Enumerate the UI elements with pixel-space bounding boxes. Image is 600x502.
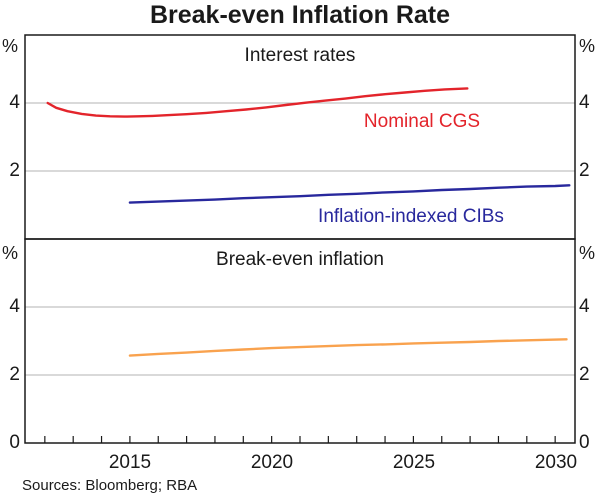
series-label-inflation-indexed-cibs: Inflation-indexed CIBs [318,206,504,227]
chart-title: Break-even Inflation Rate [149,1,451,29]
ytick-bottom-left-2: 2 [9,364,20,385]
ytick-bottom-left-0: 0 [9,432,20,453]
xtick-2020: 2020 [250,452,294,473]
xtick-2025: 2025 [392,452,436,473]
ytick-bottom-right-0: 0 [579,432,590,453]
series-line-nominal-cgs [46,87,469,118]
unit-label-top-right: % [579,36,596,56]
unit-label-bottom-left: % [2,243,19,263]
panel-title-interest-rates: Interest rates [244,45,356,66]
ytick-bottom-left-4: 4 [9,296,20,317]
ytick-bottom-right-2: 2 [579,364,590,385]
unit-label-top-left: % [2,36,19,56]
panel-title-break-even-inflation: Break-even inflation [216,249,384,270]
ytick-top-right-4: 4 [579,92,590,113]
unit-label-bottom-right: % [579,243,596,263]
source-note: Sources: Bloomberg; RBA [22,477,198,494]
ytick-bottom-right-4: 4 [579,296,590,317]
ytick-top-left-2: 2 [9,160,20,181]
series-label-nominal-cgs: Nominal CGS [363,111,481,132]
ytick-top-right-2: 2 [579,160,590,181]
series-line-break-even-inflation [128,338,568,357]
xtick-2030: 2030 [534,452,578,473]
series-line-inflation-indexed-cibs [128,184,571,204]
ytick-top-left-4: 4 [9,92,20,113]
xtick-2015: 2015 [108,452,152,473]
